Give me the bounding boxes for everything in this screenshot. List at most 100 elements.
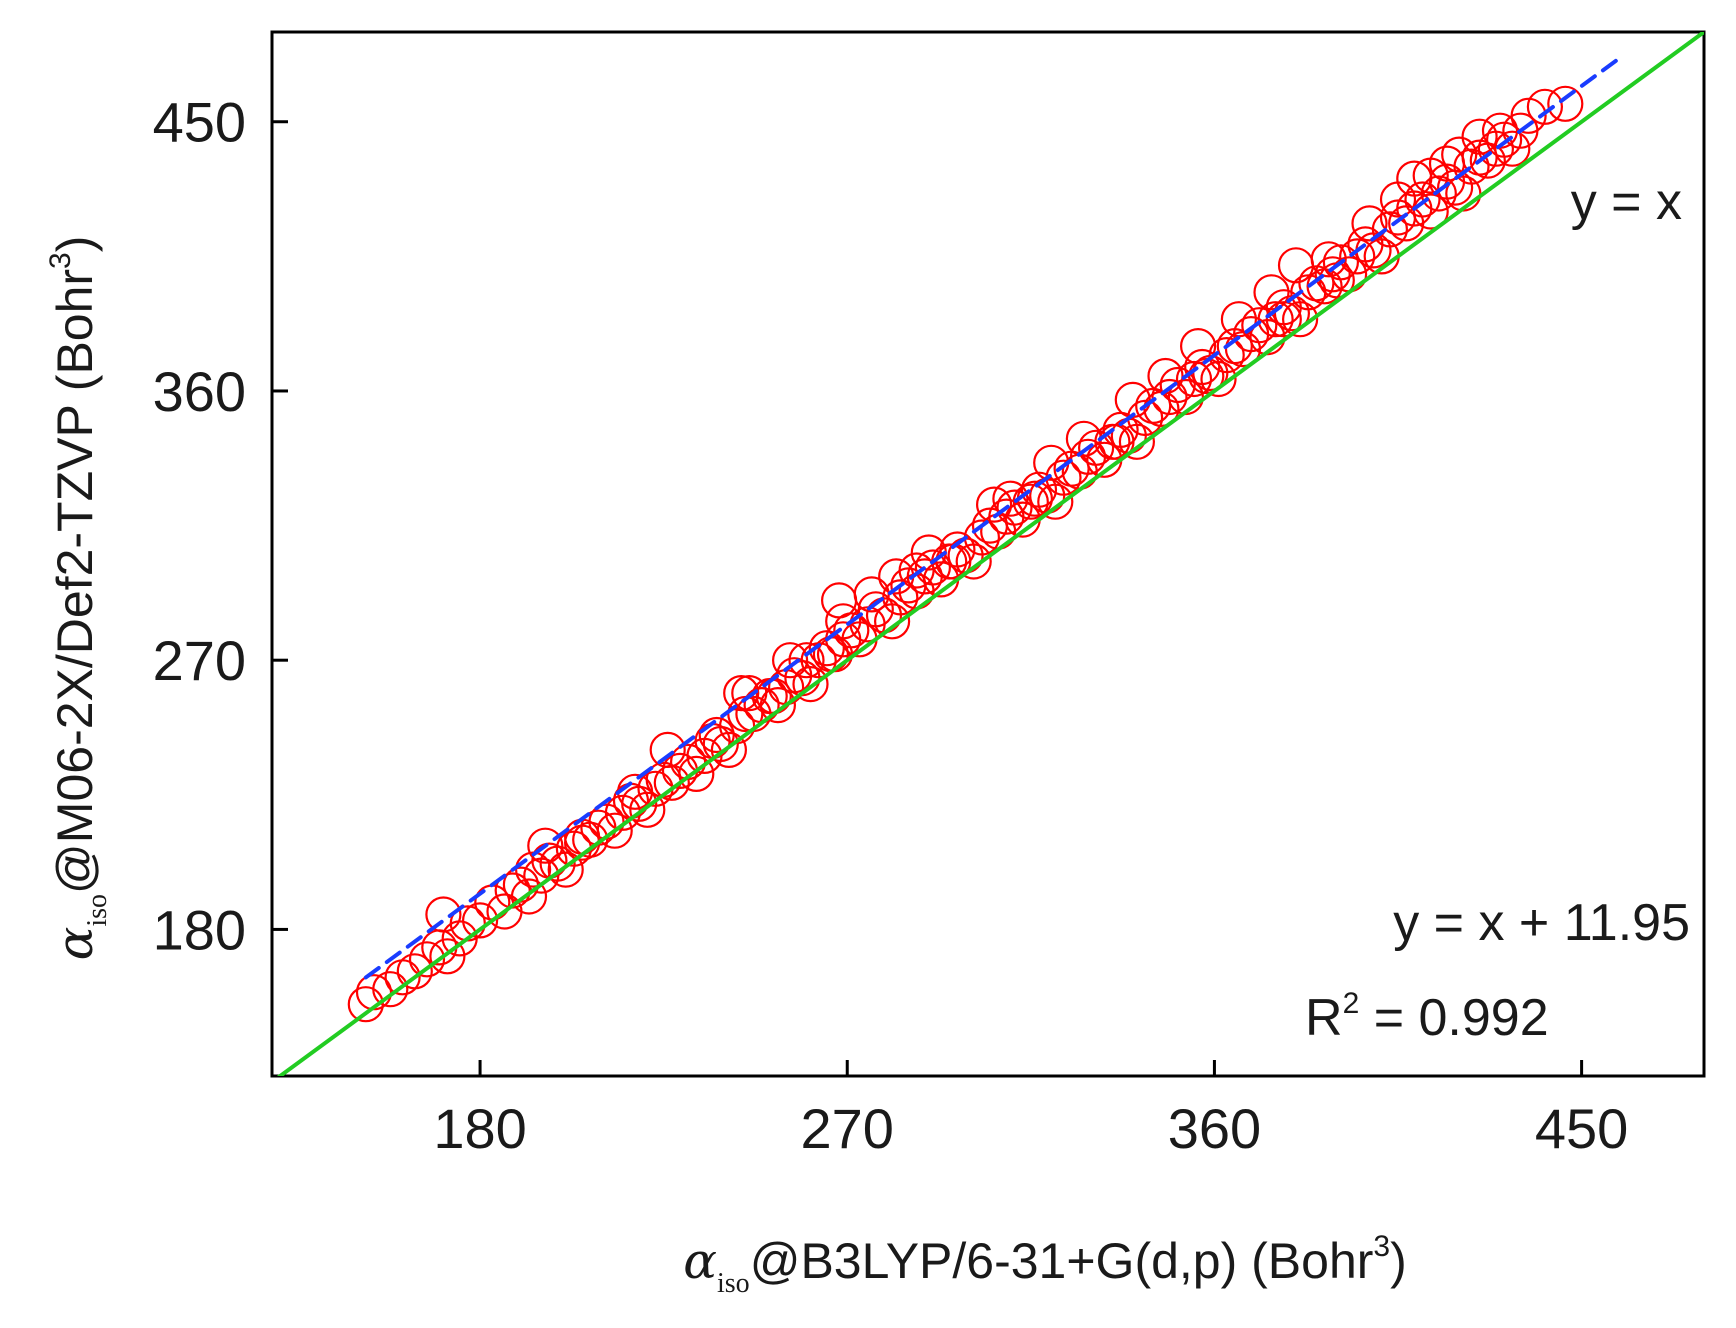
data-point <box>462 902 499 939</box>
x-tick-label: 180 <box>433 1097 526 1160</box>
data-point <box>1012 483 1049 520</box>
data-point <box>723 674 760 712</box>
data-point <box>396 953 433 990</box>
x-axis-label-text: @B3LYP/6-31+G(d,p) (Bohr <box>750 1233 1374 1289</box>
data-point <box>1159 366 1196 404</box>
y-tick-label: 450 <box>153 91 246 154</box>
data-point <box>898 552 935 589</box>
data-point <box>992 480 1029 517</box>
data-point <box>629 791 666 828</box>
data-point <box>1257 301 1294 338</box>
data-point <box>1412 157 1449 194</box>
data-point <box>1526 88 1564 125</box>
y-axis-label: αiso@M06-2X/Def2-TZVP (Bohr3) <box>44 236 113 961</box>
r-squared-prefix: R <box>1305 989 1343 1047</box>
fit-line <box>363 54 1625 980</box>
data-point <box>1037 483 1074 520</box>
x-tick-label: 360 <box>1168 1097 1261 1160</box>
data-point <box>1277 247 1315 284</box>
data-point <box>996 489 1033 526</box>
data-point <box>788 642 825 679</box>
data-point <box>372 971 409 1008</box>
data-point <box>820 582 858 619</box>
x-axis-label-symbol: α <box>683 1232 717 1290</box>
data-point <box>1179 328 1217 365</box>
data-point <box>1310 241 1347 278</box>
data-point <box>1241 307 1278 344</box>
data-point <box>1485 121 1523 158</box>
data-point <box>649 731 686 769</box>
data-point <box>710 731 748 769</box>
data-point <box>1441 136 1478 173</box>
data-point <box>825 603 862 640</box>
data-point <box>527 827 564 864</box>
data-point <box>698 716 735 754</box>
x-tick-label: 450 <box>1535 1097 1628 1160</box>
data-point <box>1339 238 1376 275</box>
data-point <box>1220 301 1258 338</box>
data-point <box>1253 274 1290 311</box>
r-squared-value: = 0.992 <box>1359 989 1548 1047</box>
x-axis-label-suffix: ) <box>1390 1233 1407 1289</box>
plot-area-frame <box>270 30 1706 1078</box>
data-point <box>1077 429 1115 466</box>
data-point <box>510 878 548 915</box>
y-axis-label-symbol: α <box>46 927 104 961</box>
data-point <box>596 812 633 849</box>
y-axis-ticks: 180 270 360 450 <box>153 91 288 961</box>
data-point <box>1379 181 1417 218</box>
data-point <box>1208 337 1245 374</box>
y-tick-label: 360 <box>153 360 246 423</box>
data-point <box>425 896 462 933</box>
r-squared-label: R2 = 0.992 <box>1305 987 1549 1047</box>
data-point <box>502 866 540 903</box>
data-point <box>882 579 919 616</box>
data-point <box>429 938 466 975</box>
x-axis-label-subscript: iso <box>717 1268 750 1299</box>
y-axis-label-subscript: iso <box>82 894 113 927</box>
data-point <box>1404 181 1441 218</box>
x-axis-ticks: 180 270 360 450 <box>433 1060 1628 1160</box>
x-tick-label: 270 <box>801 1097 894 1160</box>
data-point <box>1265 301 1302 338</box>
data-point <box>408 941 446 978</box>
data-point <box>1547 85 1584 122</box>
data-point <box>955 543 992 580</box>
data-point <box>1200 360 1237 398</box>
data-point <box>1494 130 1531 167</box>
x-axis-label-superscript: 3 <box>1373 1230 1390 1263</box>
x-axis-label: αiso@B3LYP/6-31+G(d,p) (Bohr3) <box>683 1230 1407 1299</box>
data-point <box>547 851 584 888</box>
data-points <box>347 85 1584 1023</box>
data-point <box>1098 423 1135 460</box>
data-point <box>1510 97 1547 134</box>
data-point <box>1453 148 1490 185</box>
y-axis-label-text: @M06-2X/Def2-TZVP (Bohr <box>47 269 103 894</box>
data-point <box>873 603 911 640</box>
data-point <box>1118 423 1156 460</box>
y-tick-label: 180 <box>153 898 246 961</box>
data-point <box>678 755 715 793</box>
data-point <box>1151 378 1188 416</box>
y-axis-label-suffix: ) <box>47 236 103 253</box>
data-point <box>1314 256 1351 293</box>
data-point <box>1351 205 1388 242</box>
fit-equation-label: y = x + 11.95 <box>1393 894 1690 952</box>
y-axis-label-superscript: 3 <box>44 252 77 269</box>
data-point <box>1461 118 1498 155</box>
data-point <box>1322 244 1360 281</box>
data-point <box>1281 301 1319 338</box>
identity-line-label: y = x <box>1571 173 1682 231</box>
data-point <box>975 486 1013 523</box>
r-squared-superscript: 2 <box>1343 987 1360 1020</box>
data-point <box>792 665 829 703</box>
data-point <box>771 642 809 679</box>
identity-line <box>276 32 1704 1076</box>
data-point <box>914 549 952 586</box>
reference-lines <box>276 32 1704 1076</box>
data-point <box>731 674 768 712</box>
data-point <box>1412 193 1449 230</box>
data-point <box>1371 211 1409 248</box>
y-tick-label: 270 <box>153 629 246 692</box>
